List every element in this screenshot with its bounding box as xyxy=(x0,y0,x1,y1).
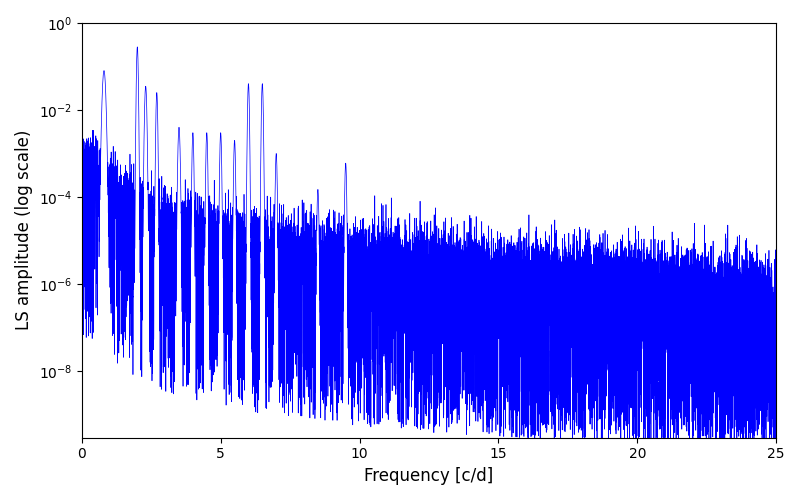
Y-axis label: LS amplitude (log scale): LS amplitude (log scale) xyxy=(15,130,33,330)
X-axis label: Frequency [c/d]: Frequency [c/d] xyxy=(364,467,494,485)
